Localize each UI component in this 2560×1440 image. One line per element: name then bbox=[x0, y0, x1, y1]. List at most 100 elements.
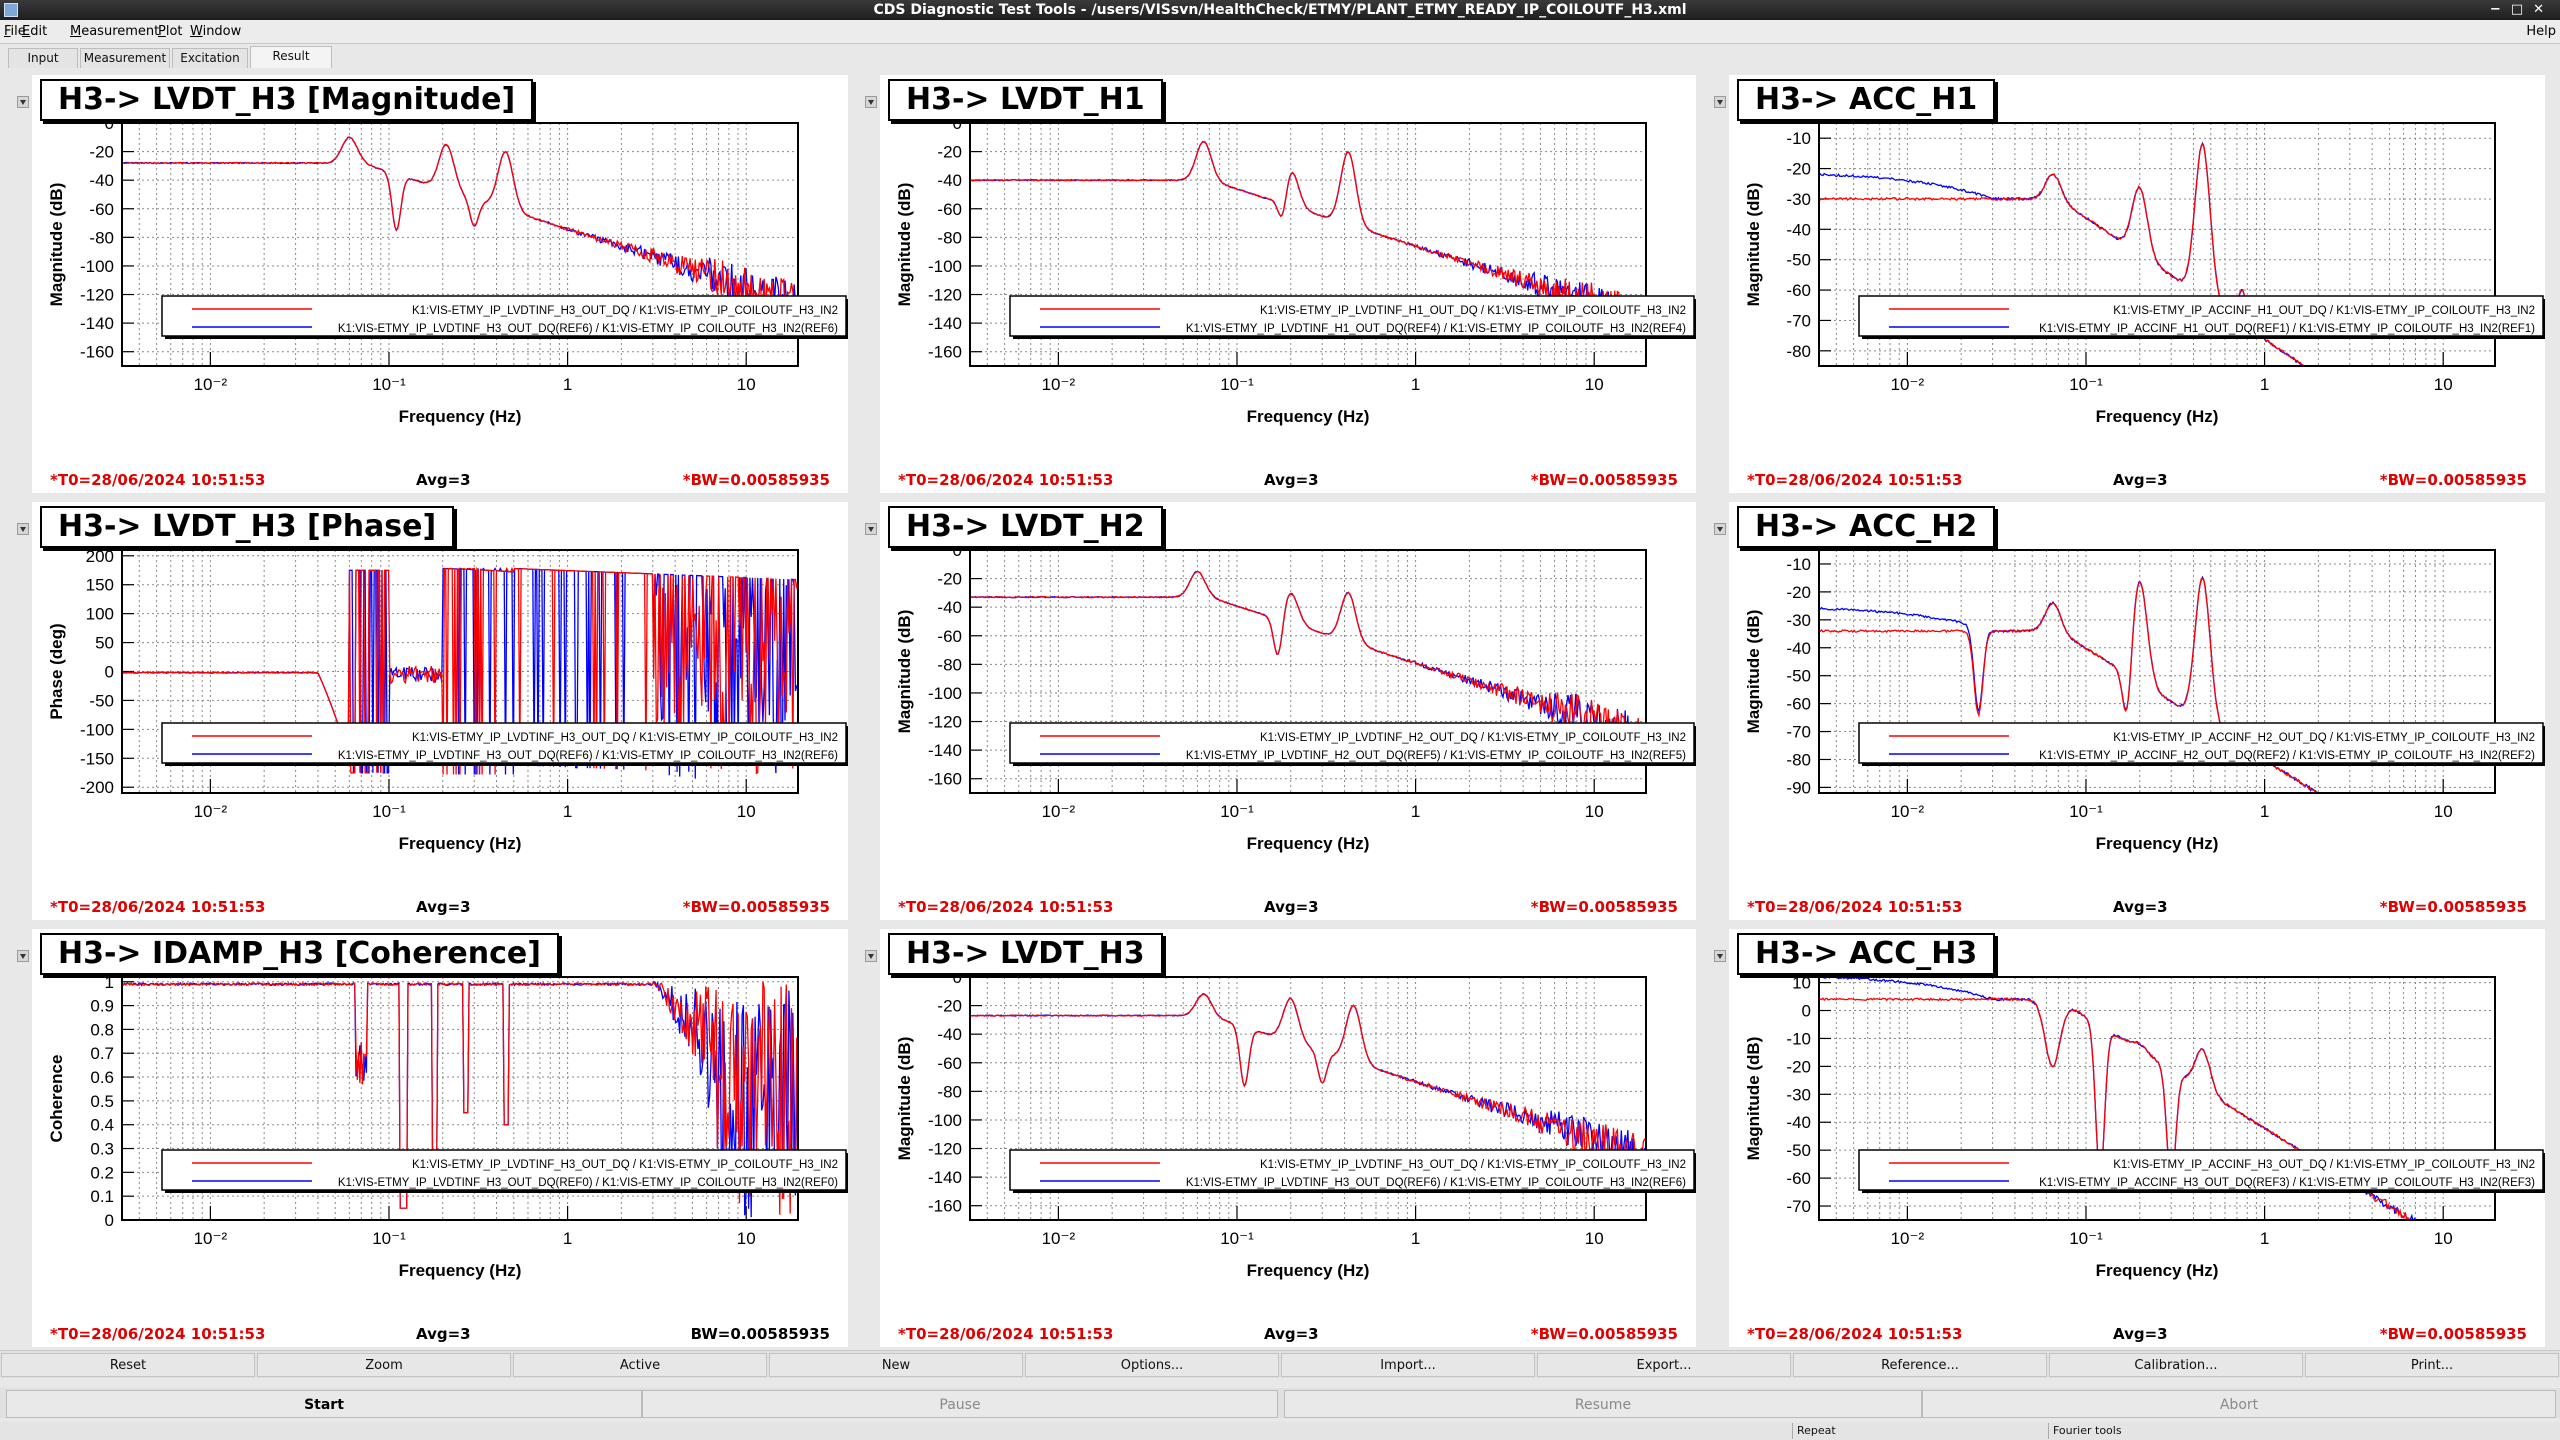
legend-box[interactable] bbox=[1009, 295, 1695, 337]
legend-box[interactable] bbox=[1009, 722, 1695, 764]
chart-svg[interactable]: 0 -20 -40 -60 -80 -100 -120 -140 -160 10⁻² 10⁻¹ 1 10… bbox=[880, 929, 1696, 1347]
legend-box[interactable] bbox=[1858, 295, 2544, 337]
button-reset[interactable]: Reset bbox=[1, 1353, 255, 1377]
button-options[interactable]: Options... bbox=[1025, 1353, 1279, 1377]
chart-svg[interactable]: 10 0 -10 -20 -30 -40 -50 -60 -70 10⁻² 10⁻¹ 1 10 Frequ… bbox=[1729, 929, 2545, 1347]
chart-svg[interactable]: 0 -20 -40 -60 -80 -100 -120 -140 -160 10⁻² 10⁻¹ 1 10… bbox=[880, 75, 1696, 493]
plot-footer: *T0=28/06/2024 10:51:53 Avg=3 *BW=0.005859… bbox=[880, 896, 1696, 920]
y-tick-label: 0.6 bbox=[90, 1068, 114, 1087]
button-import[interactable]: Import... bbox=[1281, 1353, 1535, 1377]
plot-t0: *T0=28/06/2024 10:51:53 bbox=[1747, 471, 1963, 489]
plot-averages: Avg=3 bbox=[2113, 898, 2168, 916]
plot-pad[interactable]: -10 -20 -30 -40 -50 -60 -70 -80 -90 10⁻² 10⁻¹ 1 10 Fr… bbox=[1729, 502, 2545, 920]
pad-selector-icon[interactable] bbox=[1714, 523, 1726, 535]
x-tick-label: 1 bbox=[1411, 375, 1420, 394]
chart-svg[interactable]: 1 0.9 0.8 0.7 0.6 0.5 0.4 0.3 0.2 0.1 0 10⁻² 10⁻¹ 1 10… bbox=[32, 929, 848, 1347]
grid bbox=[1819, 123, 2495, 366]
plot-t0: *T0=28/06/2024 10:51:53 bbox=[1747, 1325, 1963, 1343]
menu-measurement[interactable]: Measurement bbox=[70, 24, 159, 39]
trace-group bbox=[970, 570, 1646, 757]
menu-help[interactable]: Help bbox=[2526, 24, 2556, 39]
pad-selector-icon[interactable] bbox=[17, 96, 29, 108]
plot-frame bbox=[969, 549, 1647, 794]
button-active[interactable]: Active bbox=[513, 1353, 767, 1377]
pad-selector-icon[interactable] bbox=[17, 950, 29, 962]
tab-excitation[interactable]: Excitation bbox=[172, 48, 248, 68]
y-tick-label: -70 bbox=[1786, 723, 1811, 742]
plot-pad[interactable]: -10 -20 -30 -40 -50 -60 -70 -80 10⁻² 10⁻¹ 1 10 Frequ… bbox=[1729, 75, 2545, 493]
y-tick-label: 0.7 bbox=[90, 1044, 114, 1063]
legend-box[interactable] bbox=[1009, 1149, 1695, 1191]
y-axis-label: Magnitude (dB) bbox=[895, 610, 914, 734]
pad-selector-icon[interactable] bbox=[865, 950, 877, 962]
x-axis-label: Frequency (Hz) bbox=[2096, 407, 2219, 426]
y-tick-label: -40 bbox=[937, 171, 962, 190]
legend-box[interactable] bbox=[1858, 1149, 2544, 1191]
button-print[interactable]: Print... bbox=[2305, 1353, 2559, 1377]
pad-selector-icon[interactable] bbox=[17, 523, 29, 535]
menu-plot[interactable]: Plot bbox=[158, 24, 183, 39]
menu-edit[interactable]: Edit bbox=[22, 24, 47, 39]
window-title: CDS Diagnostic Test Tools - /users/VISsv… bbox=[873, 2, 1687, 18]
button-export[interactable]: Export... bbox=[1537, 1353, 1791, 1377]
tab-input[interactable]: Input bbox=[8, 48, 78, 68]
button-zoom[interactable]: Zoom bbox=[257, 1353, 511, 1377]
legend-entry: K1:VIS-ETMY_IP_LVDTINF_H3_OUT_DQ(REF0) /… bbox=[338, 1177, 838, 1189]
plot-pad[interactable]: 0 -20 -40 -60 -80 -100 -120 -140 -160 10⁻² 10⁻¹ 1 10… bbox=[880, 502, 1696, 920]
plot-frame bbox=[121, 549, 799, 794]
window-controls[interactable]: −□✕ bbox=[2489, 2, 2554, 17]
chart-svg[interactable]: 200 150 100 50 0 -50 -100 -150 -200 10⁻² 10⁻¹ 1 10 Fr… bbox=[32, 502, 848, 920]
pad-selector-icon[interactable] bbox=[865, 96, 877, 108]
x-tick-label: 10 bbox=[1585, 1229, 1604, 1248]
chart-svg[interactable]: 0 -20 -40 -60 -80 -100 -120 -140 -160 10⁻² 10⁻¹ 1 10… bbox=[880, 502, 1696, 920]
x-tick-label: 10⁻¹ bbox=[372, 802, 406, 821]
plot-pad[interactable]: 1 0.9 0.8 0.7 0.6 0.5 0.4 0.3 0.2 0.1 0 10⁻² 10⁻¹ 1 10… bbox=[32, 929, 848, 1347]
plot-pad[interactable]: 10 0 -10 -20 -30 -40 -50 -60 -70 10⁻² 10⁻¹ 1 10 Frequ… bbox=[1729, 929, 2545, 1347]
trace-live bbox=[970, 993, 1646, 1166]
window-titlebar[interactable]: CDS Diagnostic Test Tools - /users/VISsv… bbox=[0, 0, 2560, 20]
menu-file[interactable]: File bbox=[4, 24, 26, 39]
y-tick-label: -40 bbox=[937, 1025, 962, 1044]
chart-svg[interactable]: -10 -20 -30 -40 -50 -60 -70 -80 10⁻² 10⁻¹ 1 10 Frequ… bbox=[1729, 75, 2545, 493]
y-tick-label: -100 bbox=[928, 257, 962, 276]
chart-svg[interactable]: 0 -20 -40 -60 -80 -100 -120 -140 -160 10⁻² 10⁻¹ 1 10… bbox=[32, 75, 848, 493]
legend-entry: K1:VIS-ETMY_IP_LVDTINF_H3_OUT_DQ / K1:VI… bbox=[412, 305, 838, 317]
button-start[interactable]: Start bbox=[6, 1390, 642, 1418]
pad-selector-icon[interactable] bbox=[865, 523, 877, 535]
legend-entry: K1:VIS-ETMY_IP_LVDTINF_H3_OUT_DQ(REF6) /… bbox=[338, 750, 838, 762]
chart-svg[interactable]: -10 -20 -30 -40 -50 -60 -70 -80 -90 10⁻² 10⁻¹ 1 10 Fr… bbox=[1729, 502, 2545, 920]
trace-group bbox=[122, 136, 798, 319]
plot-pad[interactable]: 0 -20 -40 -60 -80 -100 -120 -140 -160 10⁻² 10⁻¹ 1 10… bbox=[32, 75, 848, 493]
tab-result[interactable]: Result bbox=[250, 46, 332, 68]
button-calibration[interactable]: Calibration... bbox=[2049, 1353, 2303, 1377]
pad-selector-icon[interactable] bbox=[1714, 96, 1726, 108]
legend-box[interactable] bbox=[161, 1149, 847, 1191]
legend-entry: K1:VIS-ETMY_IP_LVDTINF_H2_OUT_DQ(REF5) /… bbox=[1186, 750, 1686, 762]
y-tick-label: -150 bbox=[80, 749, 114, 768]
x-tick-label: 1 bbox=[2260, 1229, 2269, 1248]
menu-label: lot bbox=[165, 24, 183, 39]
y-tick-label: 0 bbox=[953, 968, 962, 987]
plot-pad[interactable]: 200 150 100 50 0 -50 -100 -150 -200 10⁻² 10⁻¹ 1 10 Fr… bbox=[32, 502, 848, 920]
tab-bar: Input Measurement Excitation Result bbox=[0, 45, 2560, 69]
plot-frame bbox=[969, 976, 1647, 1221]
plot-averages: Avg=3 bbox=[416, 471, 471, 489]
legend-entry: K1:VIS-ETMY_IP_LVDTINF_H3_OUT_DQ(REF6) /… bbox=[338, 323, 838, 335]
button-reference[interactable]: Reference... bbox=[1793, 1353, 2047, 1377]
menu-window[interactable]: Window bbox=[190, 24, 241, 39]
tab-measurement[interactable]: Measurement bbox=[80, 48, 170, 68]
status-fourier-tools: Fourier tools bbox=[2048, 1423, 2304, 1439]
x-axis-label: Frequency (Hz) bbox=[2096, 1261, 2219, 1280]
app-icon[interactable] bbox=[4, 3, 18, 17]
trace-live bbox=[970, 570, 1646, 749]
legend-box[interactable] bbox=[1858, 722, 2544, 764]
legend-entry: K1:VIS-ETMY_IP_LVDTINF_H3_OUT_DQ / K1:VI… bbox=[412, 732, 838, 744]
y-tick-label: 0 bbox=[105, 114, 114, 133]
plot-pad[interactable]: 0 -20 -40 -60 -80 -100 -120 -140 -160 10⁻² 10⁻¹ 1 10… bbox=[880, 929, 1696, 1347]
legend-box[interactable] bbox=[161, 722, 847, 764]
legend-box[interactable] bbox=[161, 295, 847, 337]
pad-selector-icon[interactable] bbox=[1714, 950, 1726, 962]
y-tick-label: -140 bbox=[928, 314, 962, 333]
plot-pad[interactable]: 0 -20 -40 -60 -80 -100 -120 -140 -160 10⁻² 10⁻¹ 1 10… bbox=[880, 75, 1696, 493]
button-new[interactable]: New bbox=[769, 1353, 1023, 1377]
